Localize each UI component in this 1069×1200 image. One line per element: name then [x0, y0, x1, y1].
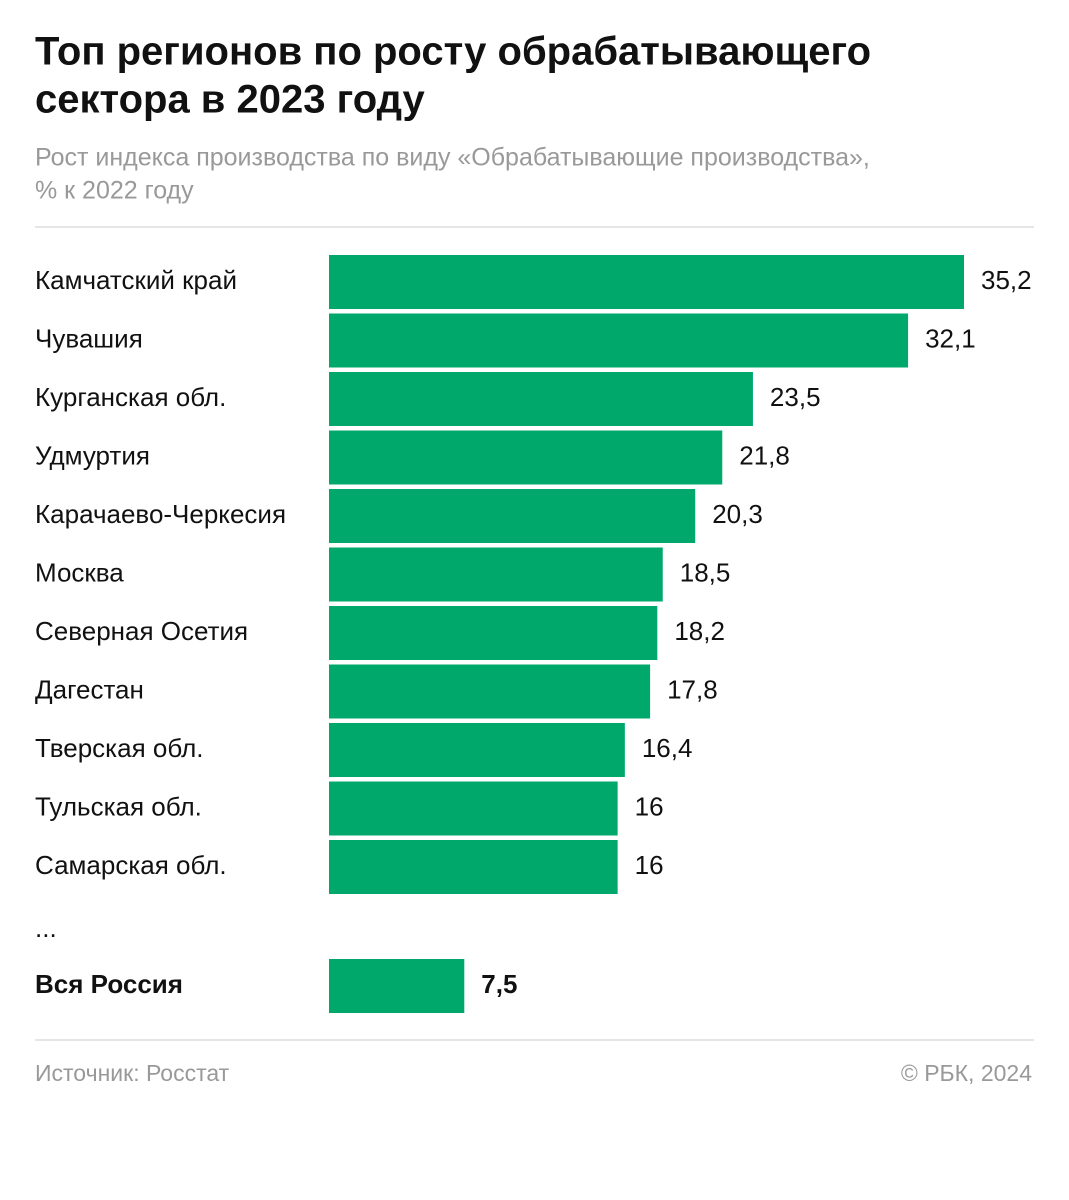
category-label: Тверская обл.: [35, 733, 203, 763]
bar: [329, 664, 651, 719]
category-label: Камчатский край: [35, 265, 237, 295]
category-label: Северная Осетия: [35, 616, 248, 646]
value-label: 17,8: [667, 674, 718, 704]
bar: [329, 255, 964, 309]
category-label: Вся Россия: [35, 969, 183, 999]
value-label: 18,2: [674, 616, 725, 646]
category-label: Дагестан: [35, 674, 144, 704]
bar: [329, 489, 696, 543]
copyright: © РБК, 2024: [901, 1060, 1032, 1086]
value-label: 16,4: [642, 733, 693, 763]
chart-title: сектора в 2023 году: [35, 78, 426, 122]
chart-title: Топ регионов по росту обрабатывающего: [35, 30, 871, 74]
category-label: Самарская обл.: [35, 850, 227, 880]
gap-label: ...: [35, 913, 57, 943]
category-label: Тульская обл.: [35, 791, 202, 821]
bar: [329, 781, 618, 836]
bar: [329, 547, 663, 602]
subtitle: Рост индекса производства по виду «Обраб…: [35, 144, 870, 172]
bar: [329, 430, 723, 485]
value-label: 16: [635, 791, 664, 821]
category-label: Карачаево-Черкесия: [35, 499, 286, 529]
bar: [329, 313, 909, 368]
category-label: Удмуртия: [35, 440, 150, 470]
value-label: 16: [635, 850, 664, 880]
source: Источник: Росстат: [35, 1060, 230, 1086]
bar: [329, 372, 753, 426]
subtitle: % к 2022 году: [35, 177, 194, 205]
category-label: Чувашия: [35, 323, 143, 353]
bar: [329, 959, 465, 1013]
bar: [329, 840, 618, 894]
value-label: 23,5: [770, 382, 821, 412]
value-label: 21,8: [739, 440, 790, 470]
value-label: 20,3: [712, 499, 763, 529]
value-label: 35,2: [981, 265, 1032, 295]
category-label: Курганская обл.: [35, 382, 226, 412]
category-label: Москва: [35, 557, 124, 587]
value-label: 18,5: [680, 557, 731, 587]
bar: [329, 723, 625, 777]
value-label: 7,5: [481, 969, 517, 999]
bar: [329, 606, 658, 660]
value-label: 32,1: [925, 323, 976, 353]
